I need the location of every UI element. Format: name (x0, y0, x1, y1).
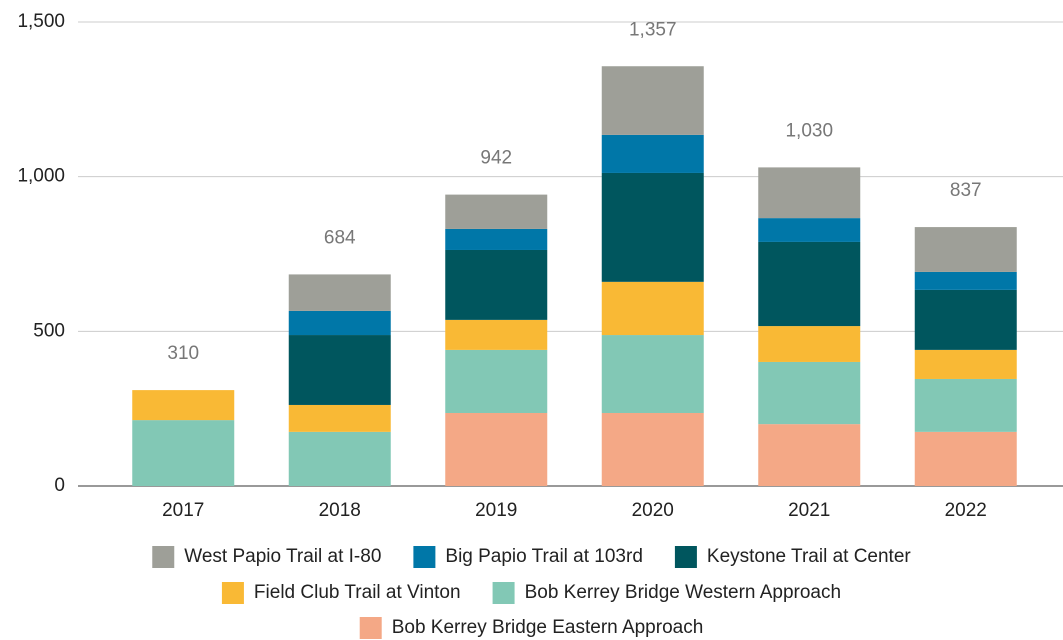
bar-segment (914, 289, 1017, 350)
bar-segment (758, 361, 861, 425)
total-label: 1,030 (785, 120, 833, 141)
bar-segment (758, 326, 861, 362)
bar-segment (758, 241, 861, 327)
legend-swatch (674, 546, 697, 568)
total-label: 942 (480, 148, 512, 169)
legend-swatch (221, 582, 244, 604)
bar-segment (288, 310, 391, 336)
y-tick-label: 500 (33, 320, 65, 341)
bar-segment (914, 431, 1017, 486)
bar-segment (288, 335, 391, 405)
bar-segment (914, 227, 1017, 272)
bar-segment (601, 172, 704, 282)
bar-segment (445, 194, 548, 229)
legend-swatch (413, 546, 436, 568)
bar-segment (445, 249, 548, 320)
y-tick-label: 0 (54, 475, 65, 496)
x-tick-label: 2017 (162, 500, 204, 521)
total-label: 837 (950, 180, 982, 201)
legend-swatch (492, 582, 515, 604)
bar-segment (288, 404, 391, 432)
bar-segment (601, 412, 704, 486)
x-tick-label: 2019 (475, 500, 517, 521)
bar-segment (132, 390, 235, 421)
bar-segment (601, 281, 704, 336)
bar-segment (601, 335, 704, 413)
total-label: 310 (167, 343, 199, 364)
x-tick-label: 2018 (319, 500, 361, 521)
bar-segment (914, 271, 1017, 290)
legend-label: West Papio Trail at I-80 (184, 546, 381, 567)
bar-segment (445, 228, 548, 250)
bar-segment (288, 274, 391, 311)
bar-segment (601, 66, 704, 135)
bar-segment (445, 349, 548, 413)
legend-label: Bob Kerrey Bridge Western Approach (525, 582, 842, 603)
x-tick-label: 2022 (945, 500, 987, 521)
legend-label: Keystone Trail at Center (707, 546, 911, 567)
bar-segment (601, 134, 704, 173)
legend-label: Field Club Trail at Vinton (254, 582, 461, 603)
x-tick-label: 2020 (632, 500, 674, 521)
bar-segment (758, 167, 861, 219)
bar-segment (914, 378, 1017, 432)
bar-segment (445, 319, 548, 350)
legend-label: Bob Kerrey Bridge Eastern Approach (392, 617, 704, 638)
y-tick-label: 1,500 (17, 11, 65, 32)
x-tick-label: 2021 (788, 500, 830, 521)
bar-segment (288, 431, 391, 486)
bar-segment (132, 420, 235, 486)
legend-swatch (152, 546, 175, 568)
legend-label: Big Papio Trail at 103rd (445, 546, 643, 567)
bar-segment (758, 424, 861, 486)
bar-segment (914, 349, 1017, 379)
total-label: 684 (324, 227, 356, 248)
legend-swatch (359, 617, 382, 639)
bar-segment (758, 218, 861, 242)
bar-segment (445, 412, 548, 486)
y-tick-label: 1,000 (17, 166, 65, 187)
total-label: 1,357 (629, 19, 677, 40)
